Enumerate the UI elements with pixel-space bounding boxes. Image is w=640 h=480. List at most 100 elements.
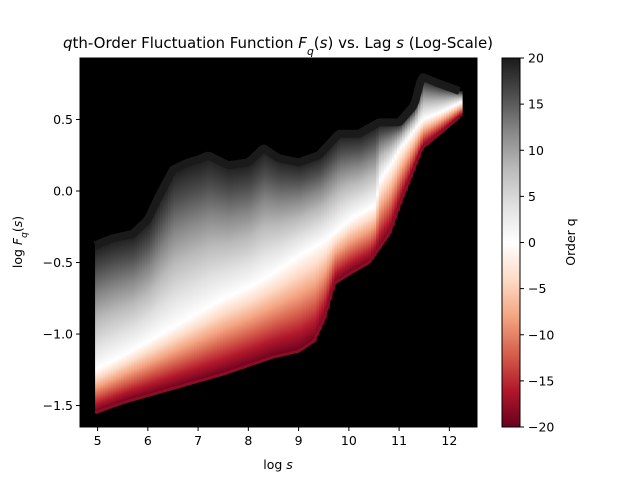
heat-column (292, 161, 297, 353)
heat-column (435, 82, 440, 137)
heat-column (193, 160, 198, 383)
heat-column (227, 165, 232, 373)
heat-column (272, 153, 276, 358)
heat-column (212, 157, 216, 378)
colorbar-label: Order q (563, 218, 578, 265)
x-tick-label: 10 (341, 433, 357, 448)
heat-column (331, 141, 336, 291)
heat-column (222, 162, 226, 375)
heat-column (355, 133, 359, 271)
heat-column (282, 158, 286, 355)
heat-column (438, 83, 442, 135)
x-tick-label: 6 (144, 433, 152, 448)
heat-column (248, 162, 252, 366)
heat-column (415, 101, 419, 165)
heat-column (261, 149, 265, 361)
heat-column (298, 162, 302, 352)
heat-column (191, 161, 195, 384)
heat-column (287, 160, 291, 354)
heat-column (350, 133, 354, 274)
x-tick-label: 7 (194, 433, 202, 448)
chart-title: qth-Order Fluctuation Function Fq(s) vs.… (63, 34, 493, 58)
colorbar-tick-label: 5 (528, 189, 536, 204)
heat-column (389, 122, 393, 234)
heat-column (363, 131, 367, 266)
colorbar-tick-label: −5 (528, 281, 546, 296)
heat-column (412, 107, 416, 172)
heat-column (334, 138, 338, 284)
heat-column (147, 220, 151, 396)
heat-column (352, 133, 356, 272)
heat-column (370, 126, 375, 260)
heat-column (235, 164, 239, 370)
x-tick-label: 11 (391, 433, 407, 448)
colorbar-tick-label: 20 (528, 51, 544, 66)
heat-column (178, 167, 182, 387)
heat-column (110, 239, 114, 408)
heat-column (206, 155, 211, 379)
heat-column (459, 90, 463, 117)
heat-column (123, 235, 127, 403)
heat-column (394, 122, 398, 219)
heat-column (378, 122, 382, 249)
heat-column (430, 80, 434, 141)
y-tick-label: −1.0 (43, 327, 73, 342)
series-line-q-max (93, 73, 461, 250)
heat-column (102, 242, 107, 410)
heat-column (105, 241, 109, 409)
heat-column (238, 163, 242, 369)
heat-column (318, 155, 323, 331)
heat-column (201, 157, 205, 381)
heat-column (433, 81, 437, 139)
heat-column (196, 159, 200, 382)
y-tick-label: 0.0 (53, 184, 73, 199)
heat-column (160, 193, 164, 393)
heat-column (167, 179, 172, 390)
heat-column (300, 161, 304, 350)
heat-column (214, 158, 218, 377)
heat-column (152, 210, 156, 395)
heat-column (456, 89, 461, 119)
heat-column (115, 237, 120, 406)
heat-column (347, 133, 351, 275)
colorbar-tick-label: −15 (528, 373, 554, 388)
heat-column (402, 118, 406, 198)
heat-column (339, 133, 343, 281)
heat-column (295, 161, 299, 352)
heat-column (376, 123, 380, 253)
heat-column (425, 78, 429, 145)
heat-column (360, 132, 364, 268)
y-axis: 0.5 0.0 −0.5 −1.0 −1.5 (43, 112, 80, 413)
heat-column (409, 109, 414, 178)
heat-column (277, 157, 281, 357)
heat-column (209, 155, 213, 378)
heat-column (305, 159, 310, 347)
y-tick-label: −1.5 (43, 398, 73, 413)
colorbar-ticks: 20 15 10 5 0 −5 −10 −15 −20 (520, 51, 554, 435)
heat-column (170, 174, 174, 390)
heat-column (285, 159, 289, 355)
y-axis-label: log Fq(s) (10, 216, 30, 268)
heat-column (108, 240, 112, 408)
colorbar-tick-label: 15 (528, 97, 544, 112)
heat-column (311, 157, 315, 343)
colorbar-tick-label: 10 (528, 143, 544, 158)
heat-column (259, 152, 263, 362)
heat-column (407, 112, 411, 185)
heat-column (128, 234, 133, 401)
heat-column (368, 128, 372, 263)
heat-column (131, 234, 135, 401)
heat-column (204, 156, 208, 380)
heat-column (154, 204, 159, 394)
heat-column (100, 243, 104, 411)
heat-column (139, 227, 143, 398)
heat-column (243, 163, 247, 368)
heat-column (165, 184, 169, 391)
x-tick-label: 5 (94, 433, 102, 448)
heat-column (173, 169, 177, 389)
heat-column (454, 89, 458, 122)
heat-column (253, 157, 258, 364)
heat-column (180, 165, 185, 387)
heat-column (136, 230, 140, 399)
